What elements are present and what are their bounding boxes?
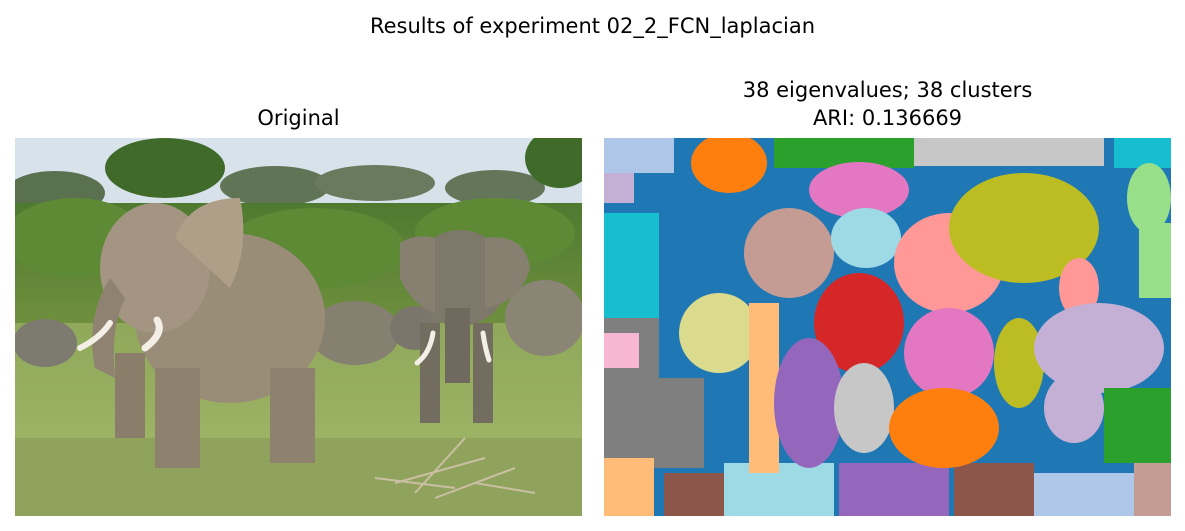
segmentation-image [604,138,1171,516]
original-panel-title: Original [257,106,340,130]
segmentation-map [604,138,1171,516]
segmentation-panel-title: 38 eigenvalues; 38 clusters ARI: 0.13666… [604,76,1171,132]
elephant-photo [15,138,582,516]
original-image [15,138,582,516]
segmentation-title-line1: 38 eigenvalues; 38 clusters [742,78,1033,102]
figure-suptitle: Results of experiment 02_2_FCN_laplacian [369,14,816,38]
segmentation-title-line2: ARI: 0.136669 [812,106,963,130]
